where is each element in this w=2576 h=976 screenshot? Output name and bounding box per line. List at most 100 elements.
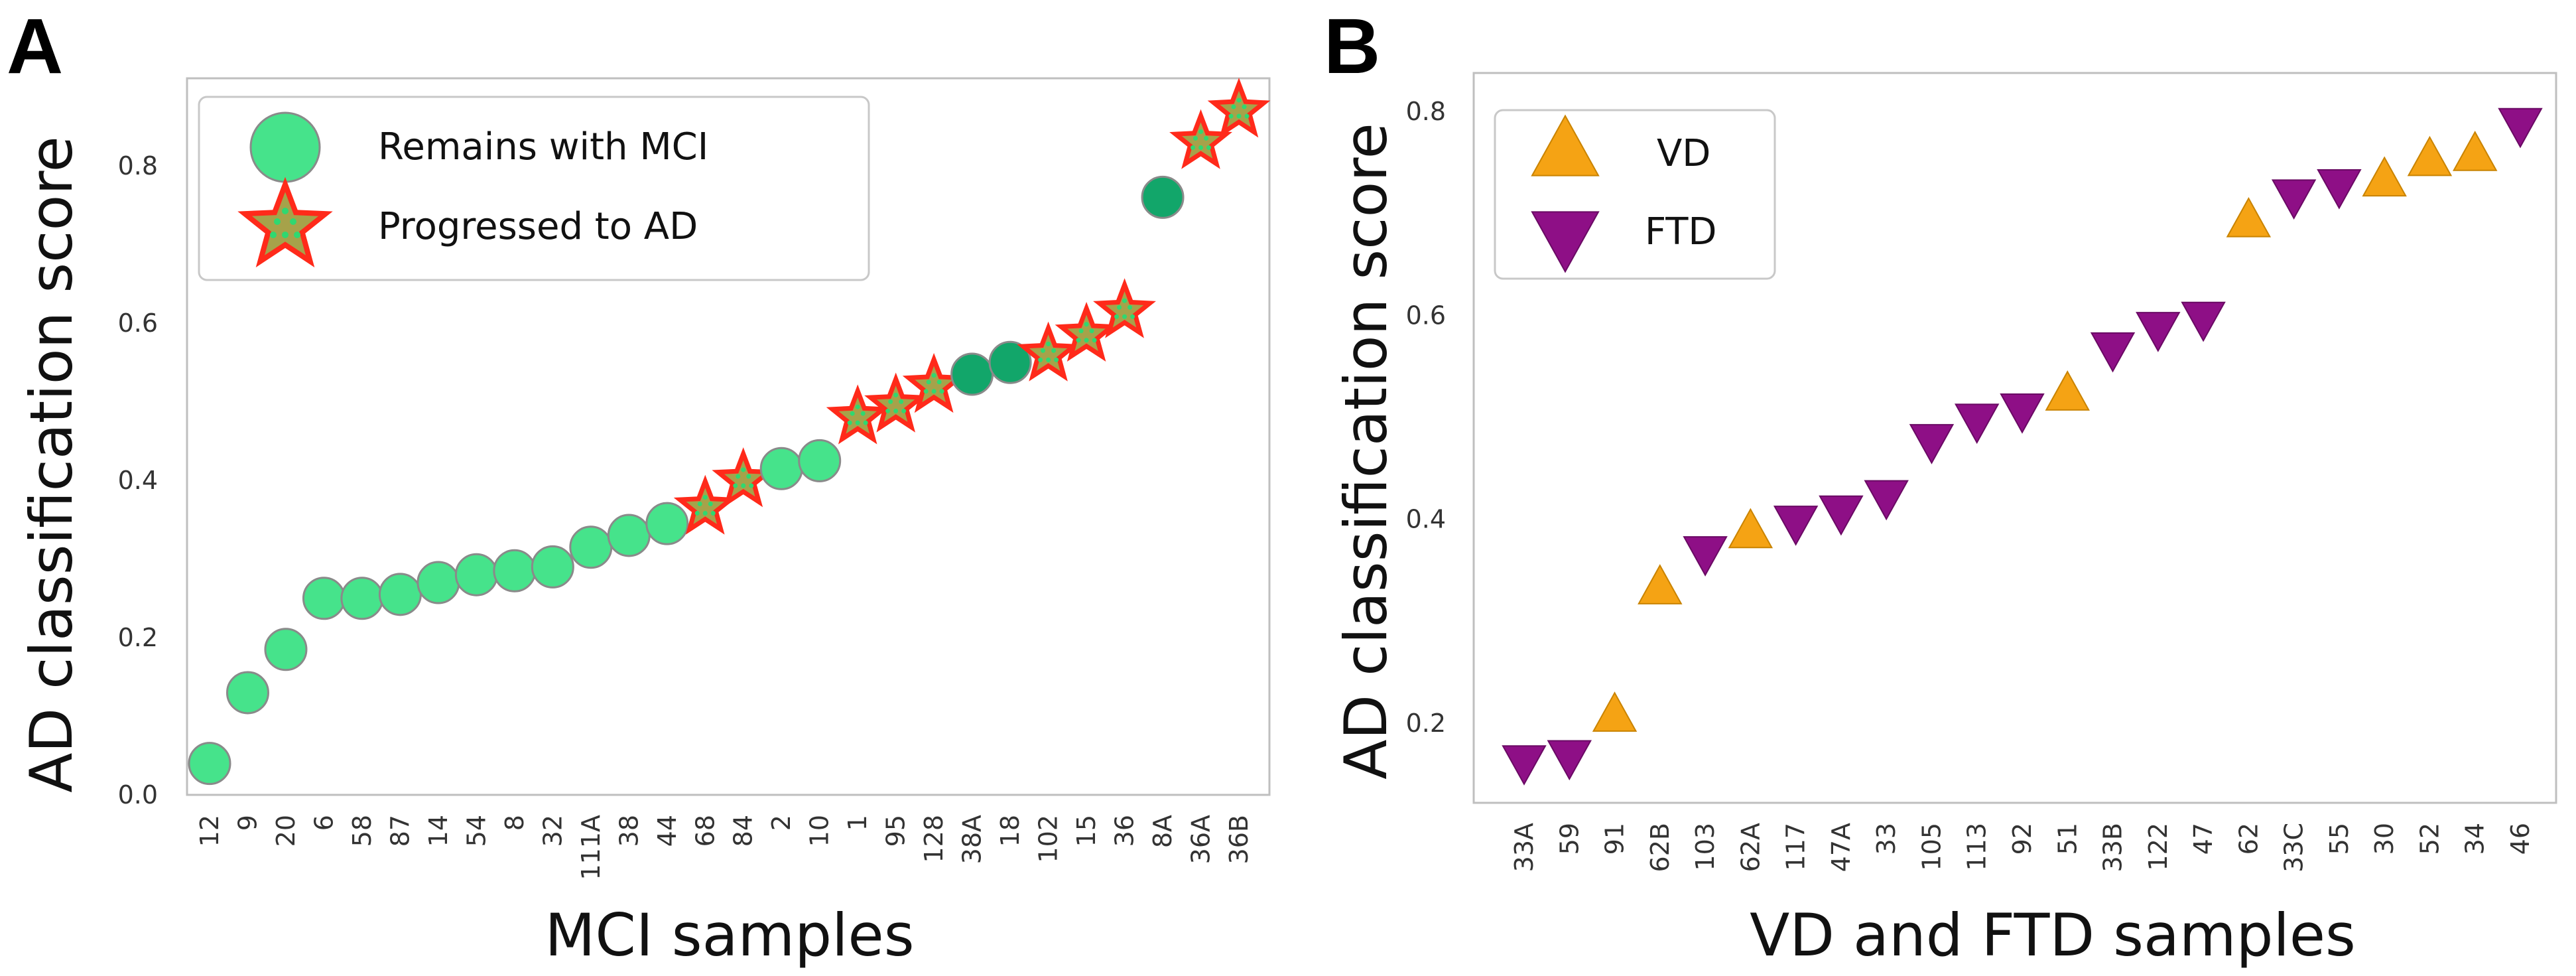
star-dot [893, 408, 899, 413]
panel-b-x-tick-label: 52 [2415, 823, 2444, 855]
point-ftd-triangle-down [1955, 403, 2000, 445]
star-dot [939, 389, 944, 394]
point-remains-circle [264, 628, 308, 671]
point-remains-dark-circle [1141, 175, 1185, 219]
star-dot [741, 467, 746, 472]
panel-a-x-tick-label: 38 [614, 815, 643, 847]
panel-b-x-ticks: 33A 59 91 62B 103 62A 117 47A 33 105 113 92 51 33B 122… [1510, 823, 2535, 872]
star-dot [1114, 314, 1120, 319]
legend-label-remains: Remains with MCI [378, 125, 708, 169]
point-ftd-triangle-down [2136, 312, 2181, 352]
panel-a-x-tick-label: 111A [576, 815, 606, 880]
panel-a-x-tick-label: 58 [348, 815, 377, 847]
panel-a-x-tick-label: 10 [805, 815, 834, 847]
point-remains-circle [798, 439, 842, 482]
panel-b-x-tick-label: 103 [1691, 823, 1720, 871]
star-dot [741, 483, 746, 488]
point-progressed-star [1055, 301, 1118, 362]
star-dot [290, 218, 296, 225]
panel-a-plot-frame [186, 77, 1271, 796]
point-vd-triangle-up [2226, 196, 2272, 238]
point-remains-circle [569, 525, 613, 569]
panel-a-x-tick-label: 6 [309, 815, 338, 831]
star-dot [1228, 113, 1234, 119]
panel-b-x-tick-label: 34 [2461, 823, 2490, 855]
star-dot [855, 404, 860, 409]
star-dot [708, 501, 713, 506]
panel-b-y-tick-label: 0.2 [1406, 709, 1446, 738]
star-dot [1117, 305, 1122, 310]
point-ftd-triangle-down [2181, 301, 2226, 342]
panel-a-x-tick-label: 8 [500, 815, 529, 831]
star-dot [847, 420, 852, 425]
star-dot [694, 510, 700, 516]
panel-a-y-tick-label: 0.6 [118, 309, 158, 338]
panel-a-points [188, 78, 1271, 786]
star-dot [1231, 104, 1236, 109]
star-dot [1038, 357, 1043, 362]
legend-triangle-down-shape [1531, 211, 1600, 273]
panel-a-x-tick-label: 54 [462, 815, 491, 847]
star-dot [1206, 145, 1212, 150]
legend-circle-shape [249, 111, 321, 183]
panel-b-y-tick-label: 0.8 [1406, 97, 1446, 126]
panel-b-x-tick-label: 51 [2053, 823, 2082, 855]
point-remains-circle [607, 514, 651, 557]
star-dot [274, 218, 281, 225]
point-ftd-triangle-down [2090, 332, 2136, 373]
star-dot [931, 389, 936, 394]
panel-b-x-tick-label: 59 [1555, 823, 1584, 855]
panel-a-ylabel: AD classification score [17, 136, 86, 793]
panel-b-x-tick-label: 46 [2506, 823, 2535, 855]
point-vd-triangle-up [2362, 156, 2407, 197]
star-dot [1244, 113, 1250, 119]
star-dot [733, 483, 738, 488]
star-dot [936, 380, 942, 385]
star-dot [855, 420, 860, 425]
star-dot [1122, 298, 1127, 303]
panel-b-y-tick-label: 0.6 [1406, 301, 1446, 330]
point-vd-triangle-up [2407, 135, 2453, 176]
star-dot [1084, 322, 1089, 327]
panel-b-x-tick-label: 47 [2189, 823, 2218, 855]
panel-a-x-tick-label: 2 [767, 815, 796, 831]
panel-b-xlabel: VD and FTD samples [1750, 901, 2356, 969]
panel-a-y-tick-label: 0.0 [118, 780, 158, 809]
star-dot [926, 380, 931, 385]
point-ftd-triangle-down [2498, 107, 2543, 149]
point-remains-circle [645, 502, 689, 545]
legend-label-vd: VD [1657, 132, 1710, 175]
star-dot [270, 232, 277, 238]
point-vd-triangle-up [2045, 370, 2090, 411]
point-ftd-triangle-down [1547, 740, 1592, 781]
panel-b-x-tick-label: 30 [2370, 823, 2399, 855]
point-remains-circle [759, 447, 803, 490]
panel-b-y-tick-label: 0.4 [1406, 505, 1446, 534]
star-dot [1092, 338, 1097, 343]
star-dot [282, 232, 289, 238]
panel-a-x-ticks: 12 9 20 6 58 87 14 54 8 32 111A 38 44 68 84 2 10 1 95 128 38… [195, 815, 1254, 880]
point-remains-circle [188, 742, 231, 786]
star-dot [931, 373, 936, 378]
star-dot [1236, 98, 1242, 103]
star-dot [1193, 135, 1198, 141]
panel-a: A AD classification score 0.00.20.40.60.… [7, 3, 1271, 969]
star-dot [1041, 348, 1046, 353]
point-ftd-triangle-down [2000, 393, 2045, 434]
panel-a-x-tick-label: 84 [729, 815, 758, 847]
point-ftd-triangle-down [1864, 480, 1909, 521]
panel-a-y-tick-label: 0.4 [118, 466, 158, 495]
star-dot [1198, 145, 1204, 150]
panel-a-x-tick-label: 15 [1072, 815, 1101, 847]
star-dot [1084, 338, 1089, 343]
legend-circle-marker-icon [249, 111, 321, 183]
star-dot [1051, 348, 1057, 353]
star-dot [749, 483, 754, 488]
panel-b-x-tick-label: 62A [1736, 823, 1765, 872]
point-ftd-triangle-down [2317, 169, 2362, 210]
star-dot [702, 494, 708, 500]
panel-b-x-tick-label: 33 [1872, 823, 1901, 855]
panel-a-legend: Remains with MCI Progressed to AD [198, 96, 870, 281]
star-dot [923, 389, 929, 394]
star-dot [885, 408, 891, 413]
